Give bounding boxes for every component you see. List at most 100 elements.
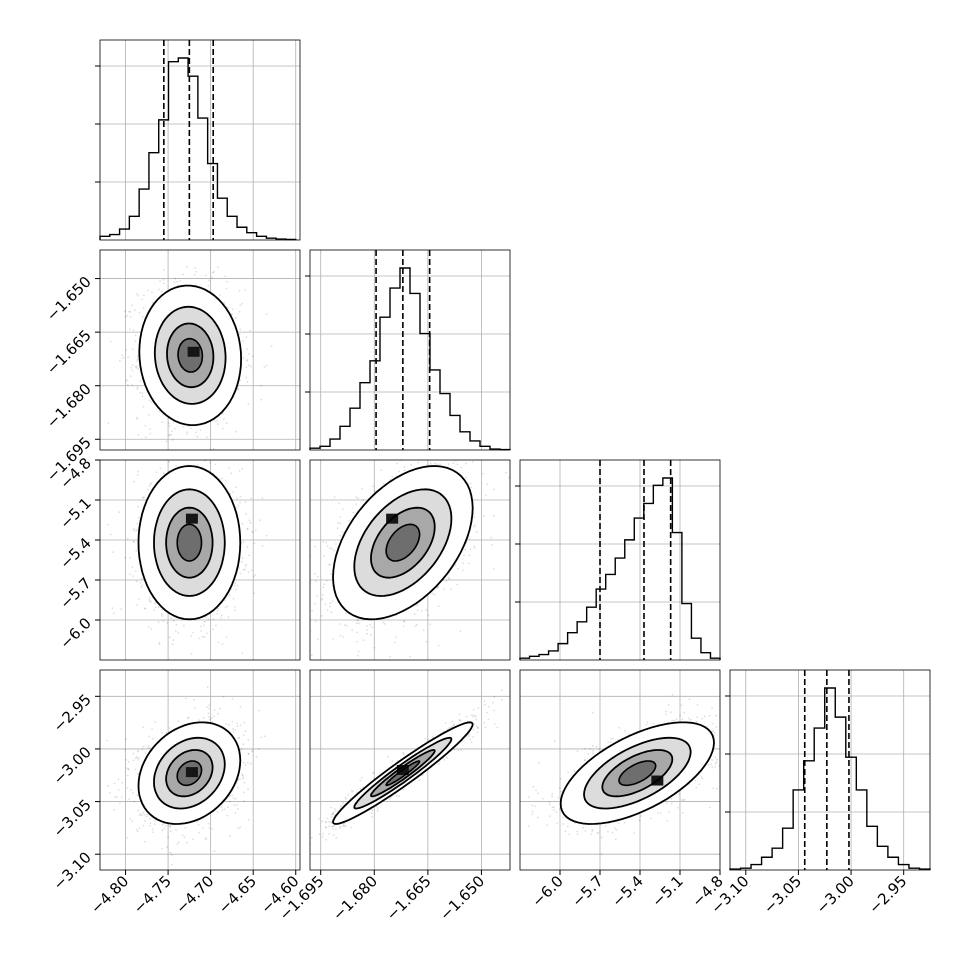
sample-point — [175, 623, 178, 626]
contour-2 — [353, 488, 453, 597]
sample-point — [339, 634, 342, 637]
sample-point — [361, 487, 364, 490]
sample-point — [136, 365, 138, 367]
sample-point — [231, 794, 233, 797]
sample-point — [241, 777, 244, 780]
sample-point — [247, 402, 250, 405]
sample-point — [322, 593, 324, 596]
density-panel-p1-p2 — [99, 238, 301, 451]
sample-point — [371, 454, 373, 456]
sample-point — [139, 581, 142, 584]
sample-point — [168, 636, 171, 639]
sample-point — [335, 543, 337, 545]
sample-point — [476, 451, 478, 453]
sample-point — [142, 497, 145, 499]
sample-point — [109, 791, 111, 794]
sample-point — [247, 753, 250, 755]
contour-outer — [332, 465, 474, 621]
sample-point — [205, 616, 208, 618]
sample-point — [162, 620, 165, 622]
sample-point — [137, 773, 139, 775]
sample-point — [239, 501, 241, 504]
sample-point — [138, 598, 140, 600]
sample-point — [119, 359, 121, 362]
sample-point — [265, 313, 268, 315]
sample-point — [481, 472, 484, 475]
sample-point — [113, 782, 116, 785]
sample-point — [162, 472, 165, 475]
sample-point — [195, 431, 197, 434]
sample-point — [224, 275, 226, 278]
sample-point — [137, 470, 139, 473]
sample-point — [410, 463, 412, 466]
sample-point — [136, 355, 139, 358]
sample-point — [438, 605, 440, 608]
sample-point — [154, 819, 156, 822]
sample-point — [142, 306, 145, 309]
sample-point — [220, 617, 223, 619]
sample-point — [339, 534, 342, 537]
sample-point — [140, 814, 143, 816]
sample-point — [126, 837, 129, 839]
sample-point — [126, 384, 129, 386]
sample-point — [382, 482, 385, 485]
sample-point — [149, 600, 152, 602]
sample-point — [125, 348, 128, 351]
sample-point — [433, 593, 436, 596]
sample-point — [229, 795, 232, 797]
sample-point — [169, 825, 171, 828]
sample-point — [220, 614, 223, 617]
sample-point — [162, 413, 164, 416]
sample-point — [208, 279, 211, 282]
sample-point — [131, 384, 134, 386]
sample-point — [242, 734, 245, 736]
sample-point — [238, 310, 241, 313]
sample-point — [122, 357, 125, 360]
sample-point — [231, 238, 233, 240]
sample-point — [241, 467, 244, 470]
sample-point — [420, 610, 423, 612]
sample-point — [239, 826, 242, 829]
sample-point — [234, 811, 237, 814]
sample-point — [246, 546, 249, 548]
sample-point — [129, 375, 132, 377]
density-fill-3 — [177, 524, 202, 561]
sample-point — [462, 562, 464, 565]
sample-point — [132, 759, 135, 762]
sample-point — [136, 830, 139, 833]
sample-point — [457, 456, 459, 458]
sample-point — [246, 359, 249, 361]
sample-point — [235, 506, 238, 509]
panel-content — [106, 460, 268, 655]
sample-point — [168, 424, 171, 427]
sample-point — [237, 827, 239, 830]
sample-point — [261, 497, 264, 499]
sample-point — [161, 421, 163, 423]
sample-point — [141, 298, 144, 301]
sample-point — [177, 841, 180, 844]
sample-point — [391, 476, 394, 478]
sample-point — [246, 380, 249, 383]
sample-point — [120, 608, 122, 611]
sample-point — [172, 619, 175, 622]
sample-point — [241, 773, 244, 776]
sample-point — [125, 380, 128, 383]
sample-point — [211, 276, 213, 279]
sample-point — [429, 623, 432, 626]
sample-point — [333, 496, 336, 498]
sample-point — [208, 716, 210, 718]
sample-point — [422, 629, 425, 632]
sample-point — [154, 606, 157, 609]
sample-point — [475, 531, 478, 534]
sample-point — [491, 543, 493, 546]
sample-point — [207, 618, 210, 621]
sample-point — [229, 835, 231, 837]
sample-point — [221, 809, 223, 811]
sample-point — [194, 267, 197, 269]
sample-point — [137, 433, 140, 436]
sample-point — [131, 304, 134, 307]
sample-point — [143, 294, 145, 296]
sample-point — [149, 428, 152, 431]
sample-point — [129, 328, 131, 331]
sample-point — [184, 827, 187, 829]
